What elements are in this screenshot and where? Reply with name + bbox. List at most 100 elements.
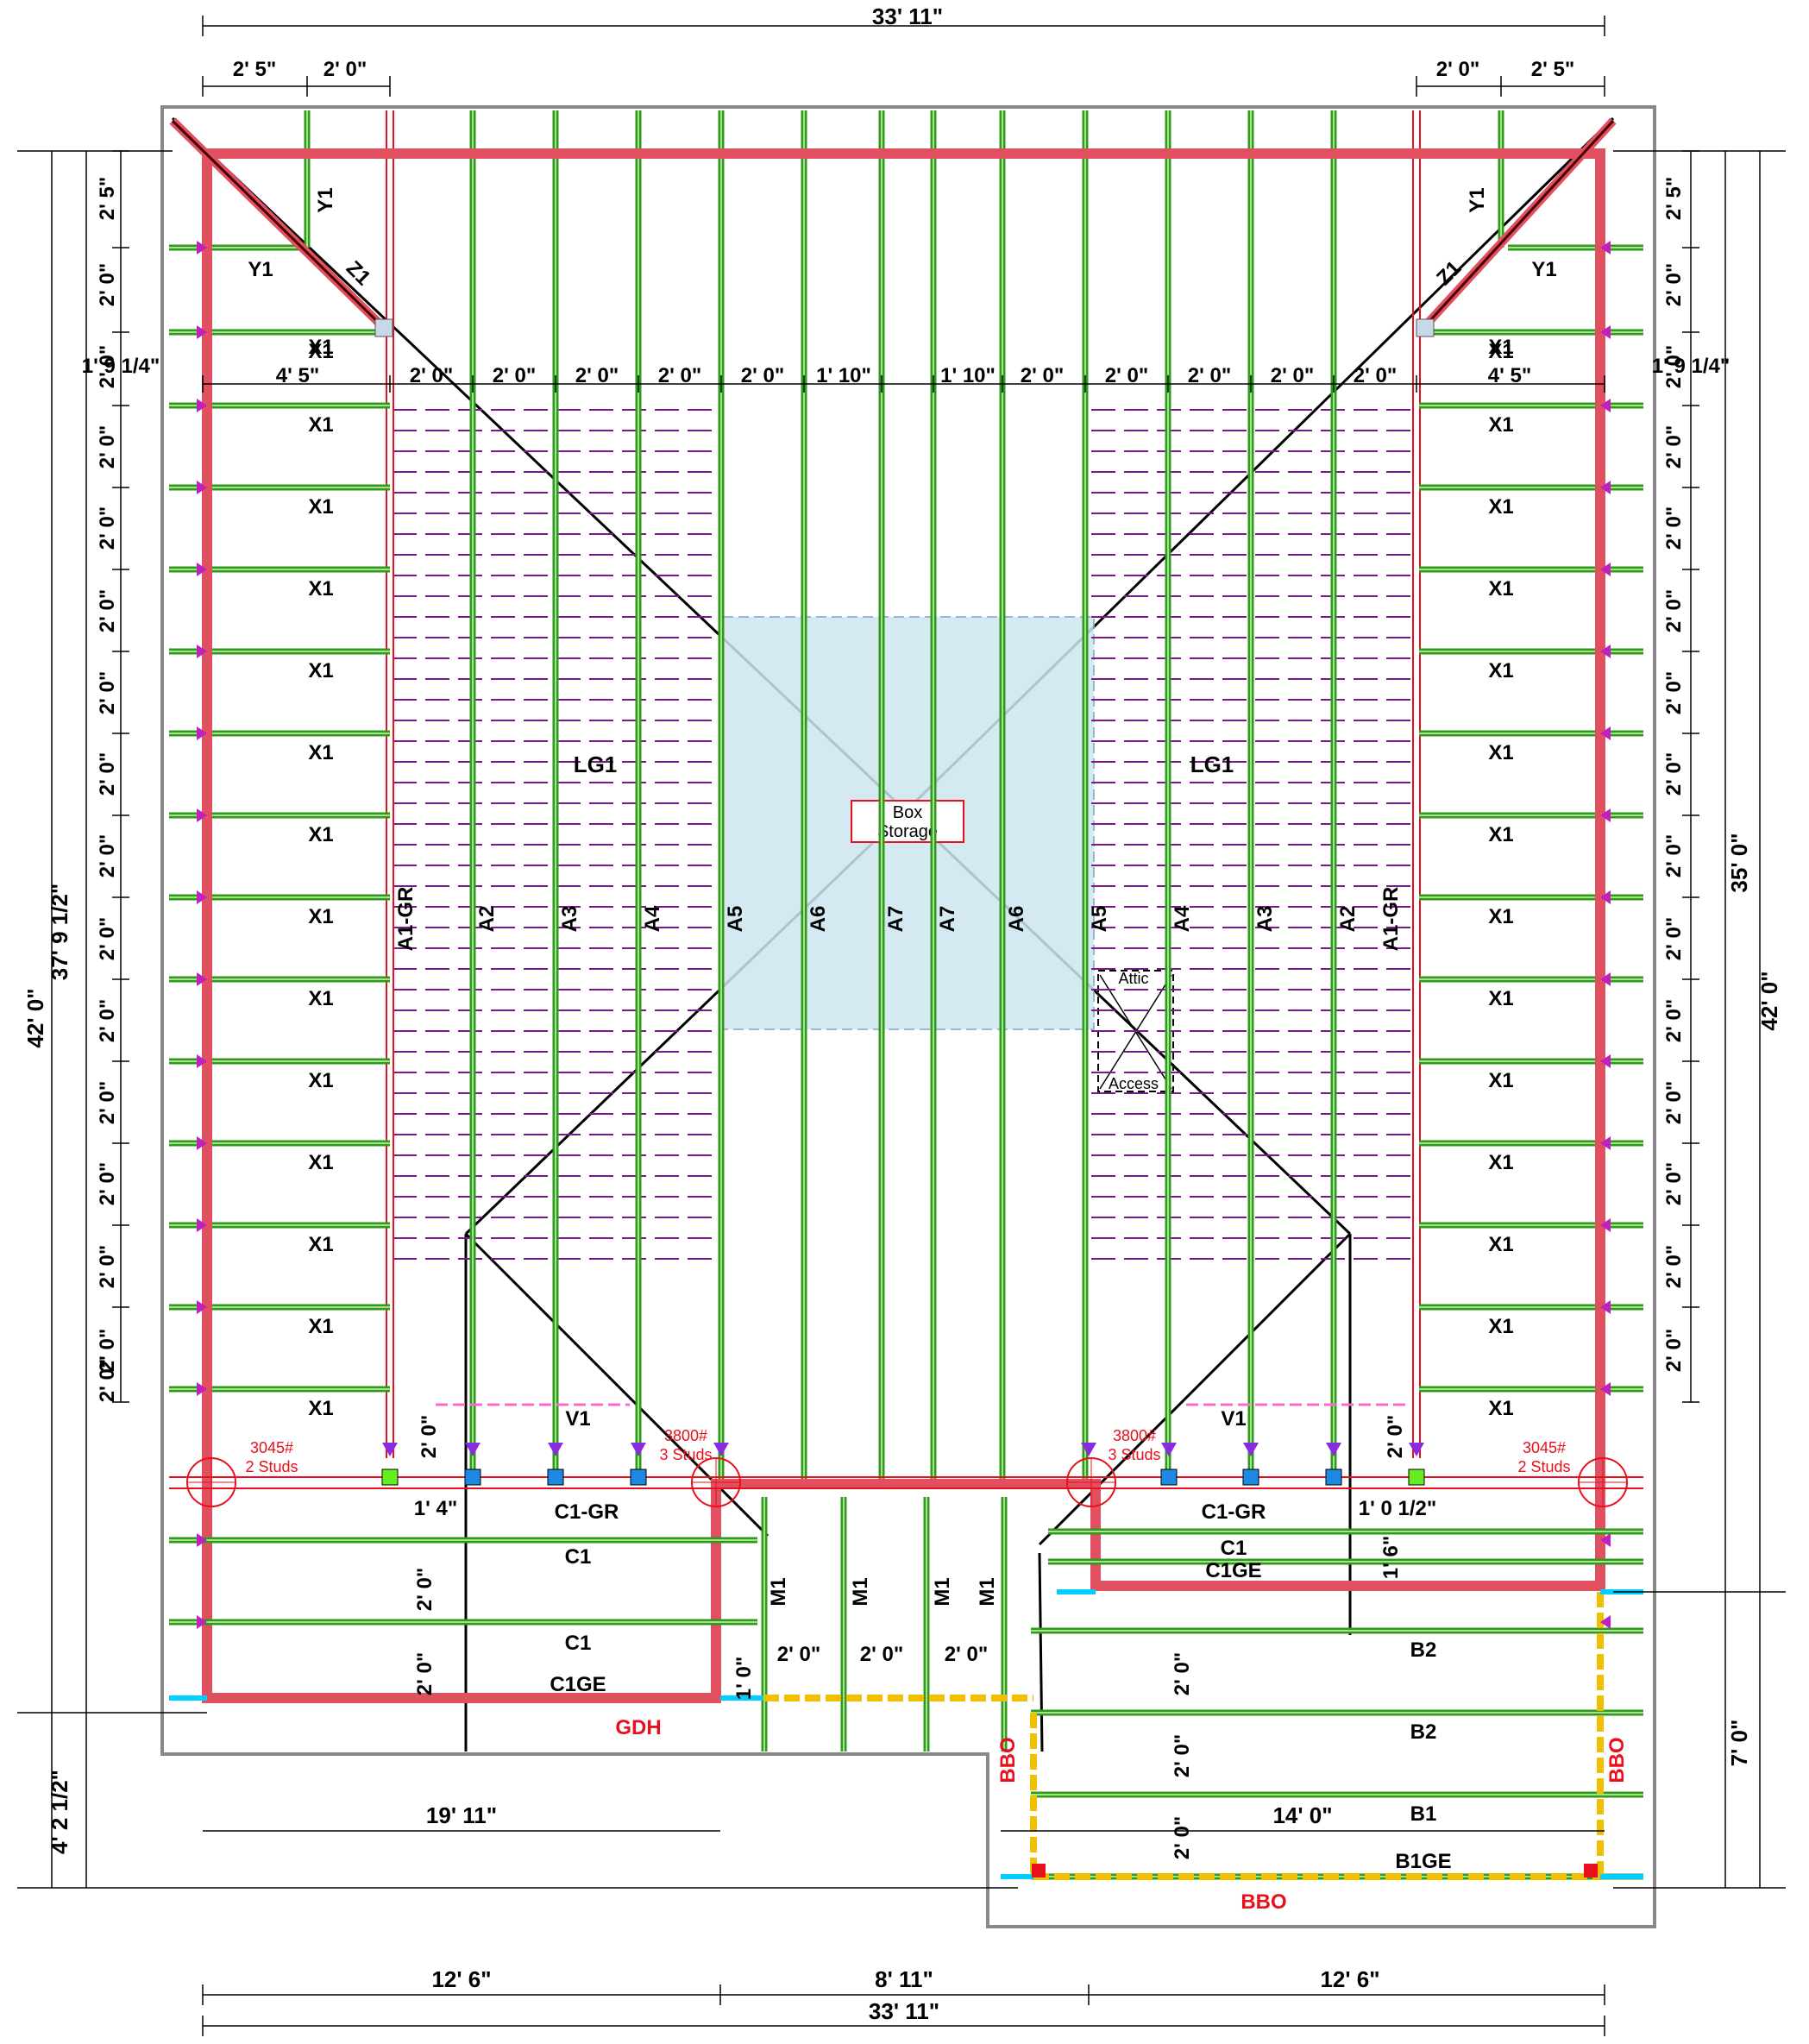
spacing-dim-5: 1' 10" <box>816 364 871 387</box>
bearing-arrow <box>197 726 207 740</box>
x1-label-right-0: X1 <box>1488 340 1513 363</box>
x1-label-right-9: X1 <box>1488 1069 1513 1092</box>
bearing-arrow <box>197 1218 207 1232</box>
dim-c1-offset-left: 1' 4" <box>414 1497 457 1520</box>
bearing-arrow <box>197 1300 207 1314</box>
hip-plate <box>374 318 393 337</box>
truss-arrow <box>1161 1443 1177 1456</box>
x1-label-left-0: X1 <box>308 340 333 363</box>
x1-label-right-12: X1 <box>1488 1315 1513 1338</box>
dim-c1-offset-right: 1' 0 1/2" <box>1359 1497 1436 1520</box>
bearing-arrow <box>197 645 207 658</box>
c1-label-left-1: C1 <box>565 1545 592 1569</box>
a-label-right-0: A7 <box>936 906 959 933</box>
bearing-arrow <box>1600 563 1611 576</box>
dim-m1-3: 2' 0" <box>945 1643 988 1666</box>
right-vspace-1: 2' 0" <box>1662 263 1686 306</box>
x1-label-left-12: X1 <box>308 1315 333 1338</box>
bearing-square-blue <box>1242 1469 1259 1486</box>
x1-label-left-13: X1 <box>308 1397 333 1420</box>
x1-label-right-5: X1 <box>1488 741 1513 764</box>
bearing-arrow <box>1600 1136 1611 1150</box>
bearing-arrow <box>1600 645 1611 658</box>
dim-bottom-overall: 33' 11" <box>869 1998 939 2024</box>
c1gr-label-right: C1-GR <box>1202 1500 1266 1524</box>
left-vspace-14: 2' 0" <box>96 1329 119 1372</box>
truss-arrow <box>1409 1443 1424 1456</box>
left-vspace-1: 2' 0" <box>96 263 119 306</box>
load-inner-right-1: 3800# <box>1113 1427 1156 1444</box>
x1-label-left-8: X1 <box>308 987 333 1010</box>
x1-label-right-4: X1 <box>1488 659 1513 682</box>
spacing-dim-4: 2' 0" <box>741 364 784 387</box>
truss-arrow <box>382 1443 398 1456</box>
x1-label-left-6: X1 <box>308 823 333 846</box>
x1-label-right-7: X1 <box>1488 905 1513 928</box>
left-overall-depth: 42' 0" <box>22 988 48 1047</box>
dim-c1-left-2: 2' 0" <box>413 1652 437 1695</box>
bearing-square-green <box>381 1469 399 1486</box>
left-depth-upper: 37' 9 1/2" <box>47 884 72 980</box>
right-vspace-0: 2' 5" <box>1662 177 1686 220</box>
bearing-arrow <box>197 808 207 822</box>
right-vspace-4: 2' 0" <box>1662 506 1686 550</box>
left-vspace-12: 2' 0" <box>96 1162 119 1205</box>
truss-arrow <box>1326 1443 1341 1456</box>
left-vspace-7: 2' 0" <box>96 752 119 796</box>
girder-z1-right-core <box>1422 119 1615 330</box>
a-label-left-5: A6 <box>807 906 830 933</box>
bearing-arrow <box>197 1615 207 1629</box>
a-label-left-4: A5 <box>724 906 747 933</box>
left-inner-offset: 4' 5" <box>276 364 319 387</box>
x1-label-left-3: X1 <box>308 577 333 601</box>
y1-label-left-vert: Y1 <box>314 187 337 212</box>
load-inner-left-1: 3800# <box>664 1427 707 1444</box>
bearing-arrow <box>1600 726 1611 740</box>
spacing-dim-10: 2' 0" <box>1271 364 1314 387</box>
c1-label-left-2: C1 <box>565 1632 592 1655</box>
attic-label: Attic <box>1118 970 1148 987</box>
y1-label-right: Y1 <box>1531 258 1556 281</box>
v1-label-left: V1 <box>565 1407 590 1431</box>
spacing-dim-9: 2' 0" <box>1188 364 1231 387</box>
dim-garage-width: 19' 11" <box>426 1802 497 1828</box>
top-right-dim-1: 2' 0" <box>1436 58 1479 81</box>
a-label-left-3: A4 <box>641 905 664 932</box>
dim-bottom-center: 8' 11" <box>875 1966 933 1992</box>
bearing-arrow <box>1600 1054 1611 1068</box>
top-right-dim-2: 2' 5" <box>1531 58 1574 81</box>
x1-label-left-5: X1 <box>308 741 333 764</box>
truss-arrow <box>1081 1443 1096 1456</box>
c1-label-right: C1 <box>1221 1537 1247 1560</box>
dim-m1-1: 2' 0" <box>777 1643 820 1666</box>
x1-label-left-11: X1 <box>308 1233 333 1256</box>
spacing-dim-6: 1' 10" <box>940 364 996 387</box>
a-label-right-1: A6 <box>1005 906 1028 933</box>
left-vspace-0: 2' 5" <box>96 177 119 220</box>
dim-m1-offset: 1' 0" <box>732 1657 756 1700</box>
box-storage-line-2: Storage <box>877 822 938 841</box>
truss-arrow <box>631 1443 646 1456</box>
truss-arrow <box>713 1443 729 1456</box>
right-vspace-14: 2' 0" <box>1662 1329 1686 1372</box>
left-depth-lower: 4' 2 1/2" <box>47 1770 72 1854</box>
left-vspace-3: 2' 0" <box>96 425 119 469</box>
right-vspace-8: 2' 0" <box>1662 834 1686 877</box>
z1-label-left: Z1 <box>342 256 375 290</box>
x1-label-right-6: X1 <box>1488 823 1513 846</box>
x1-label-right-2: X1 <box>1488 495 1513 519</box>
bearing-arrow <box>197 1136 207 1150</box>
bearing-square-blue <box>1325 1469 1342 1486</box>
bearing-arrow <box>1600 808 1611 822</box>
bearing-arrow <box>1600 325 1611 339</box>
bearing-arrow <box>1600 890 1611 904</box>
dim-m1-2: 2' 0" <box>860 1643 903 1666</box>
a-label-left-1: A2 <box>475 906 499 933</box>
spacing-dim-11: 2' 0" <box>1354 364 1397 387</box>
x1-label-left-10: X1 <box>308 1151 333 1174</box>
bearing-square-blue <box>547 1469 564 1486</box>
dim-v1-left: 2' 0" <box>418 1415 441 1458</box>
building-outline <box>160 105 1656 1928</box>
bearing-arrow <box>197 399 207 412</box>
top-left-dim-1: 2' 5" <box>233 58 276 81</box>
